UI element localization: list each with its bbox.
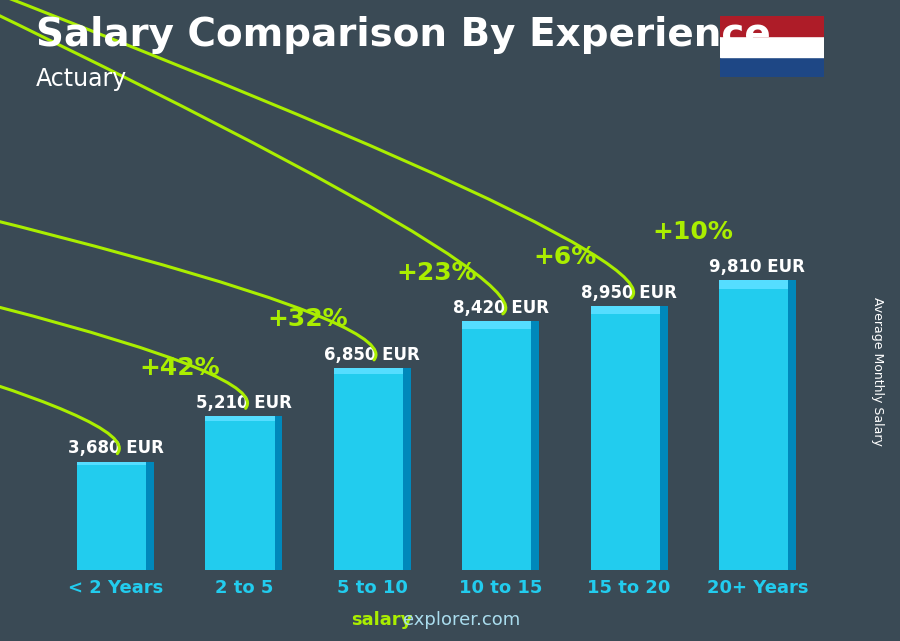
Bar [77,462,147,465]
Text: 8,420 EUR: 8,420 EUR [453,299,549,317]
Bar [788,280,796,570]
Text: 9,810 EUR: 9,810 EUR [709,258,806,276]
Bar [590,306,660,313]
Bar [77,462,147,570]
Bar [720,16,824,37]
Text: +32%: +32% [268,307,348,331]
Text: +42%: +42% [140,356,220,380]
Text: 8,950 EUR: 8,950 EUR [581,283,677,301]
Bar [463,321,532,570]
Text: Average Monthly Salary: Average Monthly Salary [871,297,884,446]
Bar [205,417,274,570]
Bar [334,368,403,570]
Text: Actuary: Actuary [36,67,127,91]
Text: +23%: +23% [396,261,477,285]
Text: salary: salary [351,611,412,629]
Bar [463,321,532,329]
Text: 3,680 EUR: 3,680 EUR [68,440,164,458]
Bar [532,321,539,570]
Bar [403,368,410,570]
Bar [147,462,154,570]
Bar [719,280,788,289]
Bar [205,417,274,421]
Text: 6,850 EUR: 6,850 EUR [324,345,420,363]
Text: +6%: +6% [533,245,597,269]
Bar [334,368,403,374]
Text: +10%: +10% [652,220,734,244]
Bar [720,56,824,77]
Bar [660,306,668,570]
Text: Salary Comparison By Experience: Salary Comparison By Experience [36,16,770,54]
Bar [720,37,824,56]
Bar [274,417,283,570]
Bar [719,280,788,570]
Text: 5,210 EUR: 5,210 EUR [196,394,292,412]
Bar [590,306,660,570]
Text: explorer.com: explorer.com [403,611,520,629]
